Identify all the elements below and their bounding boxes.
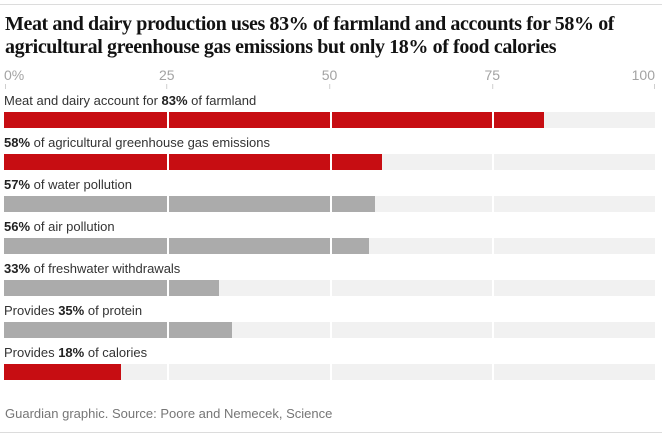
- tick-mark: [654, 84, 655, 89]
- tick-mark: [166, 84, 168, 89]
- row-label-prefix: Provides: [4, 345, 59, 360]
- bar-fill: [4, 364, 122, 380]
- source-credit: Guardian graphic. Source: Poore and Neme…: [5, 406, 333, 421]
- x-axis-tick-label: 25: [158, 67, 175, 83]
- gridline: [166, 112, 169, 128]
- gridline: [492, 154, 495, 170]
- gridline: [166, 322, 169, 338]
- chart-row: 56% of air pollution: [4, 219, 655, 254]
- chart-row: Meat and dairy account for 83% of farmla…: [4, 93, 655, 128]
- gridline: [492, 322, 495, 338]
- x-axis-tick-label: 75: [484, 67, 501, 83]
- gridline: [166, 364, 169, 380]
- x-axis-tick-label: 100: [631, 67, 655, 83]
- bar-fill: [4, 196, 376, 212]
- tick-mark: [328, 84, 330, 89]
- row-label-suffix: of air pollution: [30, 219, 115, 234]
- x-axis-tick-75: 75: [484, 68, 500, 89]
- gridline: [492, 364, 495, 380]
- row-label-suffix: of freshwater withdrawals: [30, 261, 181, 276]
- gridline: [492, 196, 495, 212]
- bar-track: [4, 322, 655, 338]
- row-label: Provides 35% of protein: [4, 303, 655, 319]
- chart-rows: Meat and dairy account for 83% of farmla…: [4, 93, 655, 380]
- gridline: [329, 154, 332, 170]
- bar-chart: 0% 25 50 75 100 Meat and dairy account f…: [4, 68, 655, 380]
- row-label-suffix: of calories: [84, 345, 148, 360]
- row-label-value: 56%: [4, 219, 31, 234]
- row-label-value: 58%: [4, 135, 31, 150]
- chart-title: Meat and dairy production uses 83% of fa…: [5, 13, 658, 59]
- bottom-rule: [0, 432, 662, 433]
- x-axis: 0% 25 50 75 100: [4, 68, 655, 90]
- row-label-value: 83%: [161, 93, 188, 108]
- bar-track: [4, 196, 655, 212]
- chart-row: Provides 18% of calories: [4, 345, 655, 380]
- gridline: [329, 238, 332, 254]
- bar-fill: [4, 112, 545, 128]
- row-label-prefix: Meat and dairy account for: [4, 93, 162, 108]
- gridline: [329, 196, 332, 212]
- bar-fill: [4, 154, 382, 170]
- row-label: 33% of freshwater withdrawals: [4, 261, 655, 277]
- bar-track: [4, 238, 655, 254]
- bar-fill: [4, 280, 219, 296]
- row-label: 56% of air pollution: [4, 219, 655, 235]
- gridline: [492, 238, 495, 254]
- tick-mark: [5, 84, 6, 89]
- row-label-value: 57%: [4, 177, 31, 192]
- bar-track: [4, 280, 655, 296]
- row-label: 57% of water pollution: [4, 177, 655, 193]
- top-rule: [0, 4, 662, 5]
- bar-track: [4, 112, 655, 128]
- chart-row: 33% of freshwater withdrawals: [4, 261, 655, 296]
- row-label-suffix: of farmland: [187, 93, 257, 108]
- x-axis-tick-50: 50: [321, 67, 338, 89]
- tick-mark: [491, 84, 493, 89]
- row-label-suffix: of agricultural greenhouse gas emissions: [30, 135, 270, 150]
- bar-fill: [4, 238, 369, 254]
- bar-track: [4, 364, 655, 380]
- gridline: [329, 322, 332, 338]
- chart-title-line2: agricultural greenhouse gas emissions bu…: [5, 36, 557, 58]
- x-axis-tick-label: 50: [321, 67, 338, 83]
- row-label-value: 35%: [58, 303, 85, 318]
- row-label: 58% of agricultural greenhouse gas emiss…: [4, 135, 655, 151]
- bar-fill: [4, 322, 232, 338]
- gridline: [329, 112, 332, 128]
- row-label-suffix: of protein: [84, 303, 143, 318]
- gridline: [166, 196, 169, 212]
- x-axis-tick-label: 0%: [4, 67, 25, 83]
- chart-title-line1: Meat and dairy production uses 83% of fa…: [5, 13, 615, 35]
- chart-row: Provides 35% of protein: [4, 303, 655, 338]
- chart-row: 58% of agricultural greenhouse gas emiss…: [4, 135, 655, 170]
- row-label: Provides 18% of calories: [4, 345, 655, 361]
- row-label-suffix: of water pollution: [30, 177, 132, 192]
- gridline: [492, 280, 495, 296]
- row-label-value: 18%: [58, 345, 85, 360]
- gridline: [166, 238, 169, 254]
- chart-row: 57% of water pollution: [4, 177, 655, 212]
- bar-track: [4, 154, 655, 170]
- row-label-value: 33%: [4, 261, 31, 276]
- x-axis-tick-0: 0%: [4, 68, 24, 89]
- gridline: [166, 154, 169, 170]
- gridline: [166, 280, 169, 296]
- x-axis-tick-100: 100: [632, 68, 655, 89]
- row-label: Meat and dairy account for 83% of farmla…: [4, 93, 655, 109]
- gridline: [329, 364, 332, 380]
- gridline: [329, 280, 332, 296]
- x-axis-tick-25: 25: [159, 68, 175, 89]
- gridline: [492, 112, 495, 128]
- row-label-prefix: Provides: [4, 303, 59, 318]
